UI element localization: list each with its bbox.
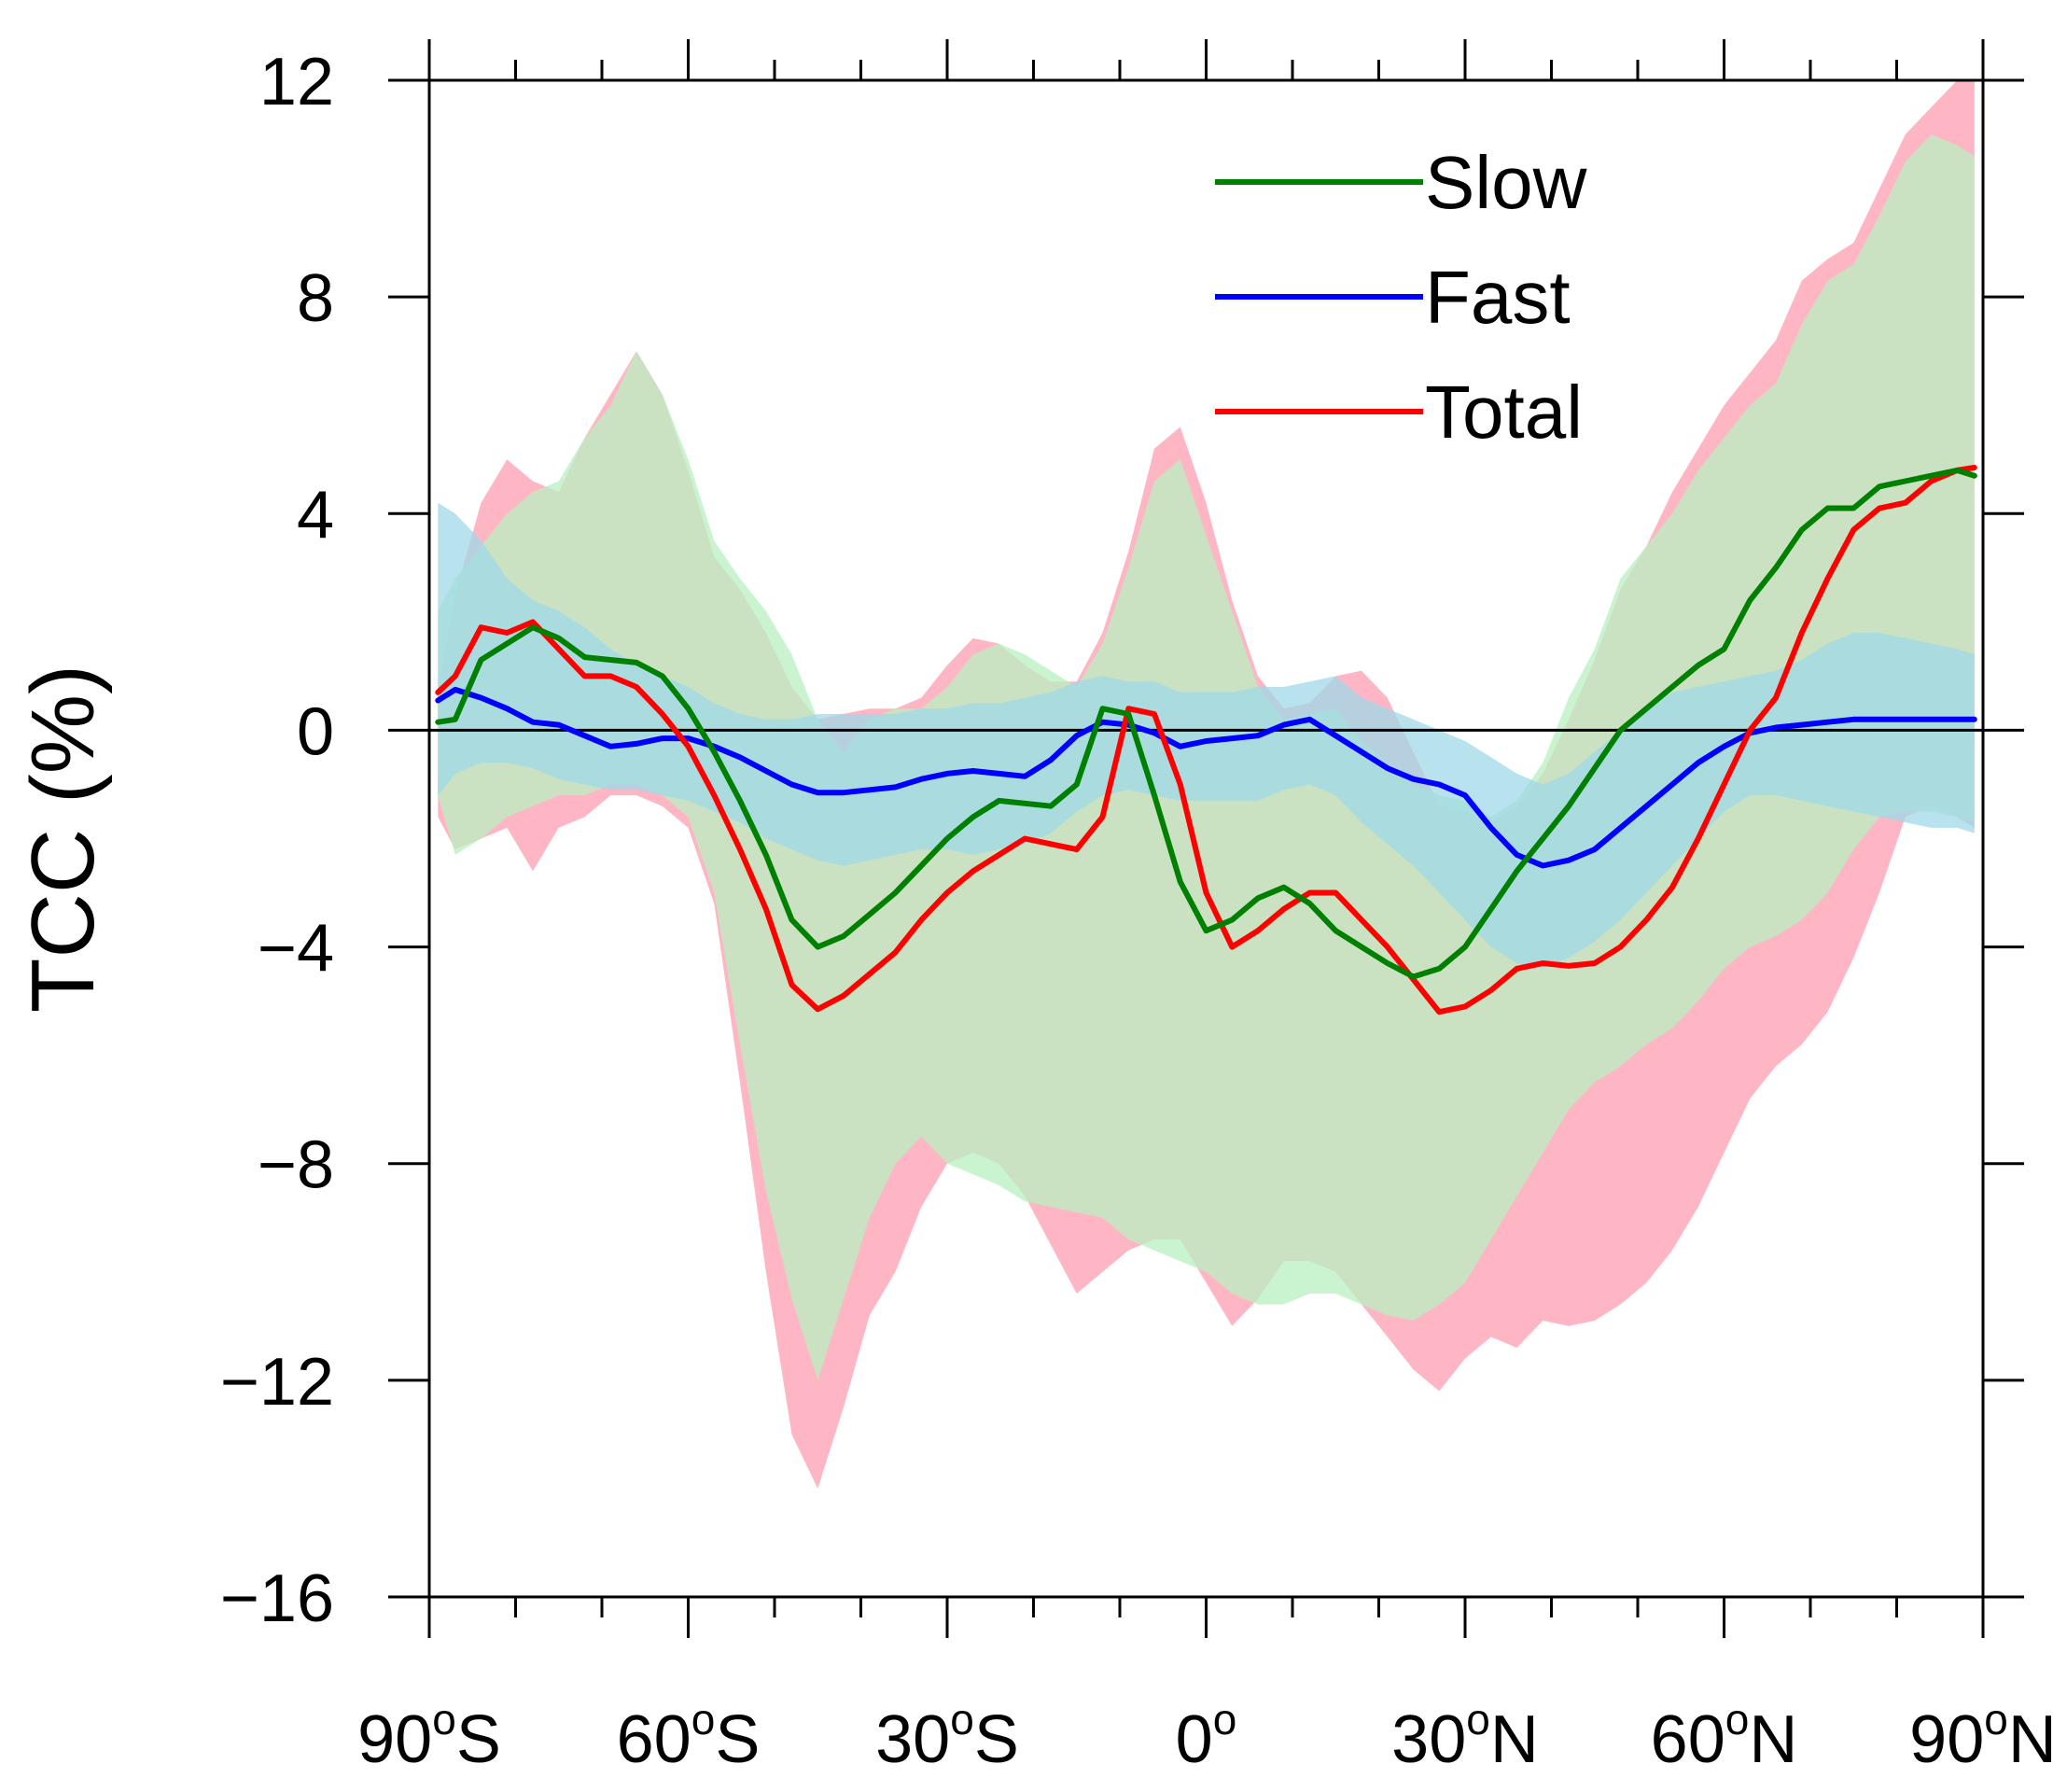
line-slow [435,467,1977,980]
y-tick-labels: 12 8 4 0 −4 −8 −12 −16 [220,45,334,1636]
legend-item-slow: Slow [1215,141,1587,224]
legend-label: Total [1425,371,1583,454]
legend-label: Fast [1425,256,1571,339]
x-tick-label: 30oS [875,1695,1019,1777]
series-lines [435,465,1977,1015]
legend-item-fast: Fast [1215,256,1571,339]
legend: Slow Fast Total [1215,141,1587,454]
x-tick-label: 90oS [357,1695,501,1777]
legend-item-total: Total [1215,371,1583,454]
y-tick-label: −8 [258,1128,334,1203]
x-tick-label: 30oN [1391,1695,1539,1777]
y-tick-label: −16 [220,1561,334,1636]
y-tick-label: −12 [220,1345,334,1420]
x-tick-labels: 90oS 60oS 30oS 0o 30oN 60oN 90oN [357,1695,2053,1777]
line-total [435,465,1977,1015]
y-tick-label: 8 [297,261,334,336]
y-tick-label: 4 [297,478,334,553]
line-fast [435,686,1977,869]
x-tick-label: 0o [1176,1695,1237,1777]
y-axis-label: TCC (%) [13,665,113,1013]
spread-bands [438,80,1975,1489]
axis-ticks [388,39,2024,1638]
x-tick-label: 60oN [1651,1695,1798,1777]
y-tick-label: 12 [259,45,334,119]
y-tick-label: 0 [297,694,334,769]
x-tick-label: 60oS [617,1695,761,1777]
y-tick-label: −4 [258,912,334,987]
legend-label: Slow [1425,141,1587,224]
x-tick-label: 90oN [1909,1695,2053,1777]
